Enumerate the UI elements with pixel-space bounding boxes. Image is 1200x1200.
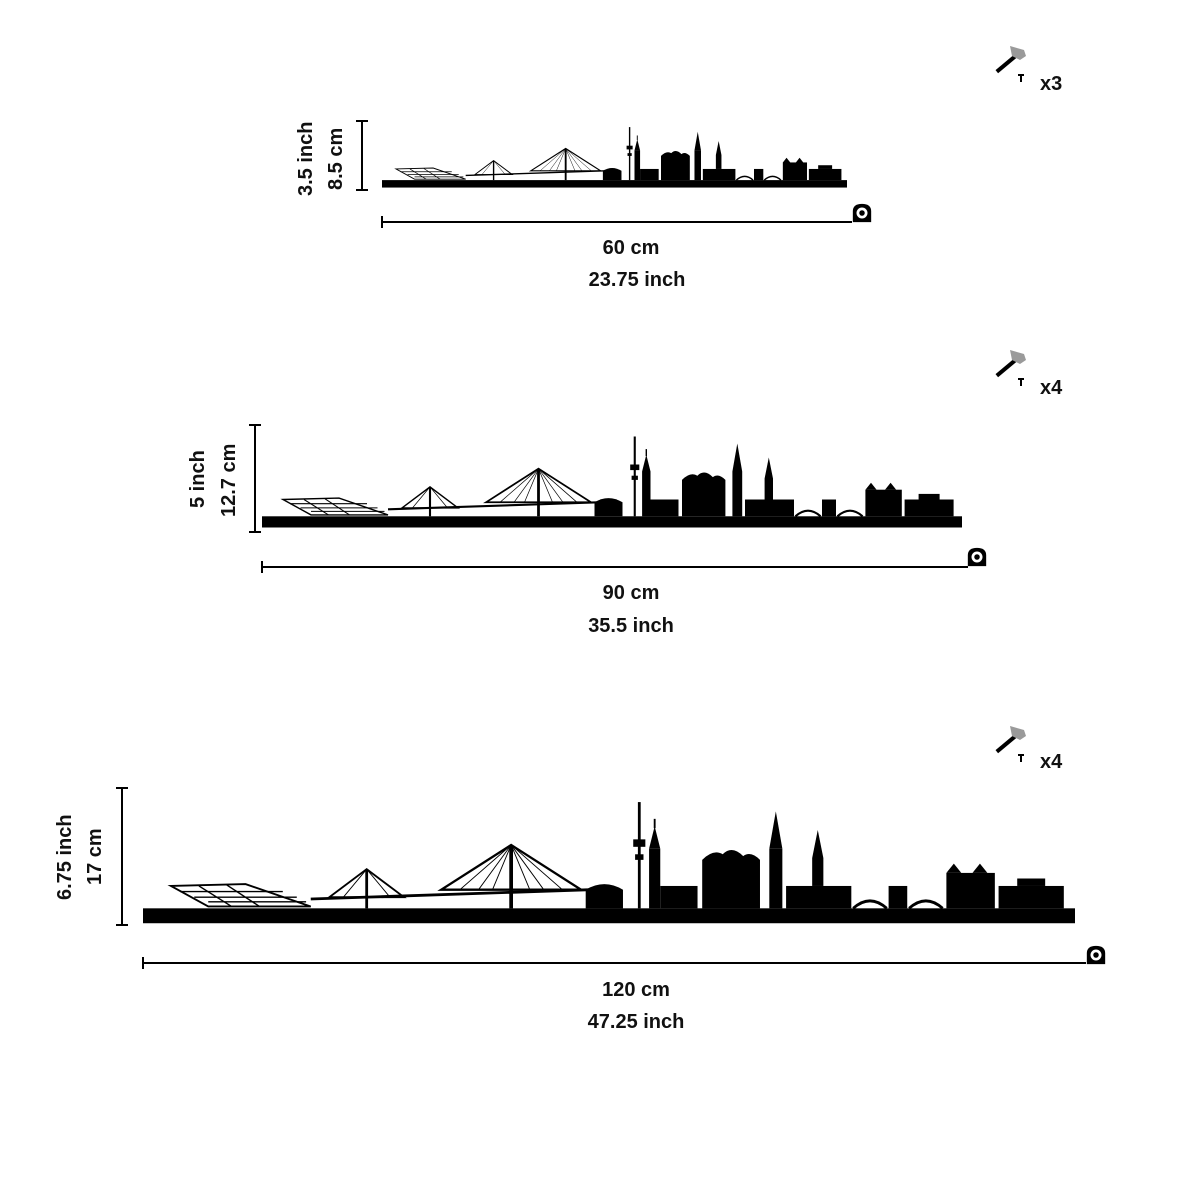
width-cm-label: 90 cm (602, 582, 660, 604)
tape-measure-icon (1086, 945, 1106, 965)
hammer-icon (995, 46, 1026, 82)
width-cm-label: 120 cm (602, 979, 670, 1001)
variant-small-drawing (356, 46, 1026, 228)
height-inch-label: 6.75 inch (54, 814, 76, 900)
hammer-icon (995, 726, 1026, 762)
width-inch-label: 23.75 inch (588, 269, 686, 291)
height-inch-label: 3.5 inch (295, 121, 317, 196)
width-inch-label: 35.5 inch (588, 615, 674, 637)
height-cm-label: 17 cm (84, 828, 106, 885)
variant-large: 6.75 inch 17 cm 120 cm 47.25 inch x4 (0, 670, 1200, 1090)
height-cm-label: 8.5 cm (325, 127, 347, 190)
variant-medium-drawing (249, 350, 1026, 573)
skyline-silhouette (382, 126, 847, 189)
tape-measure-icon (967, 547, 987, 567)
tape-measure-icon (852, 203, 872, 223)
skyline-silhouette (143, 800, 1075, 926)
width-inch-label: 47.25 inch (587, 1011, 685, 1033)
height-inch-label: 5 inch (187, 450, 209, 508)
variant-medium: 5 inch 12.7 cm 90 cm 35.5 inch x4 (0, 330, 1200, 670)
nail-count: x4 (1040, 377, 1063, 399)
variant-small: 3.5 inch 8.5 cm 60 cm 23.75 inch x3 (0, 0, 1200, 330)
skyline-silhouette (262, 435, 962, 529)
variant-large-drawing (116, 726, 1106, 969)
hammer-icon (995, 350, 1026, 386)
nail-count: x4 (1040, 751, 1063, 773)
width-cm-label: 60 cm (602, 237, 660, 259)
nail-count: x3 (1040, 73, 1063, 95)
height-cm-label: 12.7 cm (218, 443, 240, 517)
